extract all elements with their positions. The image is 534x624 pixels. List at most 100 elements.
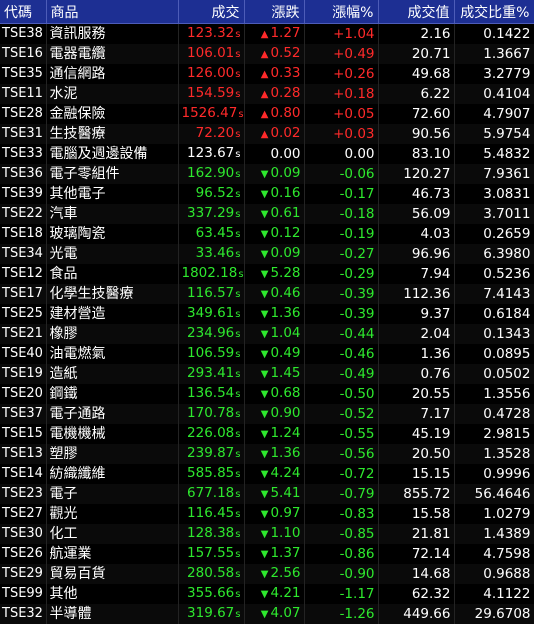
row-change: ▼ 5.28 xyxy=(244,264,305,284)
table-row[interactable]: TSE32 半導體 319.67s ▼ 4.07 -1.26 449.66 29.6708 xyxy=(0,604,534,624)
col-header-name[interactable]: 商品 xyxy=(46,0,179,24)
table-row[interactable]: TSE22 汽車 337.29s ▼ 0.61 -0.18 56.09 3.7011 xyxy=(0,204,534,224)
table-row[interactable]: TSE33 電腦及週邊設備 123.67s 0.00 0.00 83.10 5.4832 xyxy=(0,144,534,164)
row-price-suffix: s xyxy=(235,409,241,420)
row-change-percent: -1.26 xyxy=(304,604,379,624)
row-code: TSE23 xyxy=(0,484,47,504)
row-change-value: 0.12 xyxy=(270,225,301,241)
up-triangle-icon: ▲ xyxy=(260,129,269,140)
table-row[interactable]: TSE21 橡膠 234.96s ▼ 1.04 -0.44 2.04 0.1343 xyxy=(0,324,534,344)
col-header-volume-value[interactable]: 成交值 xyxy=(378,0,455,24)
row-change: ▲ 0.80 xyxy=(244,104,305,124)
table-row[interactable]: TSE26 航運業 157.55s ▼ 1.37 -0.86 72.14 4.7598 xyxy=(0,544,534,564)
table-row[interactable]: TSE31 生技醫療 72.20s ▲ 0.02 +0.03 90.56 5.9754 xyxy=(0,124,534,144)
table-row[interactable]: TSE99 其他 355.66s ▼ 4.21 -1.17 62.32 4.1122 xyxy=(0,584,534,604)
table-row[interactable]: TSE23 電子 677.18s ▼ 5.41 -0.79 855.72 56.4646 xyxy=(0,484,534,504)
row-volume-ratio: 3.0831 xyxy=(454,184,534,204)
col-header-price[interactable]: 成交 xyxy=(178,0,245,24)
row-code: TSE21 xyxy=(0,324,47,344)
row-name: 電子 xyxy=(46,484,179,504)
table-row[interactable]: TSE25 建材營造 349.61s ▼ 1.36 -0.39 9.37 0.6184 xyxy=(0,304,534,324)
row-price-suffix: s xyxy=(235,89,241,100)
row-change-percent: +0.18 xyxy=(304,84,379,104)
table-row[interactable]: TSE35 通信網路 126.00s ▲ 0.33 +0.26 49.68 3.2779 xyxy=(0,64,534,84)
row-change-percent: -0.50 xyxy=(304,384,379,404)
down-triangle-icon: ▼ xyxy=(260,249,269,260)
row-change: ▼ 0.61 xyxy=(244,204,305,224)
row-change-percent: -0.79 xyxy=(304,484,379,504)
row-change: ▼ 1.45 xyxy=(244,364,305,384)
table-row[interactable]: TSE11 水泥 154.59s ▲ 0.28 +0.18 6.22 0.4104 xyxy=(0,84,534,104)
table-row[interactable]: TSE13 塑膠 239.87s ▼ 1.36 -0.56 20.50 1.3528 xyxy=(0,444,534,464)
col-header-code[interactable]: 代碼 xyxy=(0,0,47,24)
row-name: 電子通路 xyxy=(46,404,179,424)
row-price-suffix: s xyxy=(238,269,244,280)
row-price: 116.45s xyxy=(178,504,245,524)
table-row[interactable]: TSE40 油電燃氣 106.59s ▼ 0.49 -0.46 1.36 0.0895 xyxy=(0,344,534,364)
row-code: TSE25 xyxy=(0,304,47,324)
row-volume-ratio: 4.1122 xyxy=(454,584,534,604)
table-row[interactable]: TSE14 紡織纖維 585.85s ▼ 4.24 -0.72 15.15 0.9996 xyxy=(0,464,534,484)
row-change-value: 2.56 xyxy=(270,565,301,581)
table-row[interactable]: TSE28 金融保險 1526.47s ▲ 0.80 +0.05 72.60 4.7907 xyxy=(0,104,534,124)
row-code: TSE31 xyxy=(0,124,47,144)
row-change-percent: -0.17 xyxy=(304,184,379,204)
table-row[interactable]: TSE19 造紙 293.41s ▼ 1.45 -0.49 0.76 0.0502 xyxy=(0,364,534,384)
row-price-value: 337.29 xyxy=(187,205,235,221)
row-volume-ratio: 4.7598 xyxy=(454,544,534,564)
table-row[interactable]: TSE12 食品 1802.18s ▼ 5.28 -0.29 7.94 0.5236 xyxy=(0,264,534,284)
row-name: 金融保險 xyxy=(46,104,179,124)
col-header-change-percent[interactable]: 漲幅% xyxy=(304,0,379,24)
row-code: TSE37 xyxy=(0,404,47,424)
row-price: 239.87s xyxy=(178,444,245,464)
down-triangle-icon: ▼ xyxy=(260,329,269,340)
table-row[interactable]: TSE27 觀光 116.45s ▼ 0.97 -0.83 15.58 1.0279 xyxy=(0,504,534,524)
table-row[interactable]: TSE37 電子通路 170.78s ▼ 0.90 -0.52 7.17 0.4728 xyxy=(0,404,534,424)
row-change-percent: +0.26 xyxy=(304,64,379,84)
col-header-volume-ratio[interactable]: 成交比重% xyxy=(454,0,534,24)
row-volume-value: 20.71 xyxy=(378,44,455,64)
row-code: TSE99 xyxy=(0,584,47,604)
row-price-value: 1802.18 xyxy=(181,265,238,281)
row-change: ▼ 0.49 xyxy=(244,344,305,364)
table-row[interactable]: TSE15 電機機械 226.08s ▼ 1.24 -0.55 45.19 2.9815 xyxy=(0,424,534,444)
row-price: 585.85s xyxy=(178,464,245,484)
down-triangle-icon: ▼ xyxy=(260,209,269,220)
row-change: ▼ 4.07 xyxy=(244,604,305,624)
table-row[interactable]: TSE17 化學生技醫療 116.57s ▼ 0.46 -0.39 112.36 7.4143 xyxy=(0,284,534,304)
row-price-suffix: s xyxy=(235,229,241,240)
row-price-suffix: s xyxy=(235,429,241,440)
table-row[interactable]: TSE29 貿易百貨 280.58s ▼ 2.56 -0.90 14.68 0.9688 xyxy=(0,564,534,584)
table-row[interactable]: TSE38 資訊服務 123.32s ▲ 1.27 +1.04 2.16 0.1422 xyxy=(0,23,534,44)
row-code: TSE29 xyxy=(0,564,47,584)
row-change-percent: -1.17 xyxy=(304,584,379,604)
table-row[interactable]: TSE20 鋼鐵 136.54s ▼ 0.68 -0.50 20.55 1.3556 xyxy=(0,384,534,404)
table-row[interactable]: TSE30 化工 128.38s ▼ 1.10 -0.85 21.81 1.4389 xyxy=(0,524,534,544)
table-row[interactable]: TSE36 電子零組件 162.90s ▼ 0.09 -0.06 120.27 7.9361 xyxy=(0,164,534,184)
table-row[interactable]: TSE16 電器電纜 106.01s ▲ 0.52 +0.49 20.71 1.3667 xyxy=(0,44,534,64)
row-volume-ratio: 7.4143 xyxy=(454,284,534,304)
col-header-change[interactable]: 漲跌 xyxy=(244,0,305,24)
row-name: 電腦及週邊設備 xyxy=(46,144,179,164)
row-price-value: 72.20 xyxy=(195,125,235,141)
row-change-value: 4.24 xyxy=(270,465,301,481)
row-change-percent: -0.46 xyxy=(304,344,379,364)
table-row[interactable]: TSE34 光電 33.46s ▼ 0.09 -0.27 96.96 6.3980 xyxy=(0,244,534,264)
row-change-value: 5.41 xyxy=(270,485,301,501)
table-row[interactable]: TSE18 玻璃陶瓷 63.45s ▼ 0.12 -0.19 4.03 0.2659 xyxy=(0,224,534,244)
row-price-suffix: s xyxy=(235,29,241,40)
row-code: TSE14 xyxy=(0,464,47,484)
table-row[interactable]: TSE39 其他電子 96.52s ▼ 0.16 -0.17 46.73 3.0831 xyxy=(0,184,534,204)
row-price: 355.66s xyxy=(178,584,245,604)
row-volume-ratio: 1.3528 xyxy=(454,444,534,464)
row-change-percent: -0.85 xyxy=(304,524,379,544)
row-change-percent: 0.00 xyxy=(304,144,379,164)
row-price-value: 170.78 xyxy=(187,405,235,421)
down-triangle-icon: ▼ xyxy=(260,189,269,200)
row-price-suffix: s xyxy=(235,129,241,140)
row-volume-value: 120.27 xyxy=(378,164,455,184)
down-triangle-icon: ▼ xyxy=(260,589,269,600)
row-name: 塑膠 xyxy=(46,444,179,464)
row-change-value: 0.80 xyxy=(270,105,301,121)
row-code: TSE20 xyxy=(0,384,47,404)
